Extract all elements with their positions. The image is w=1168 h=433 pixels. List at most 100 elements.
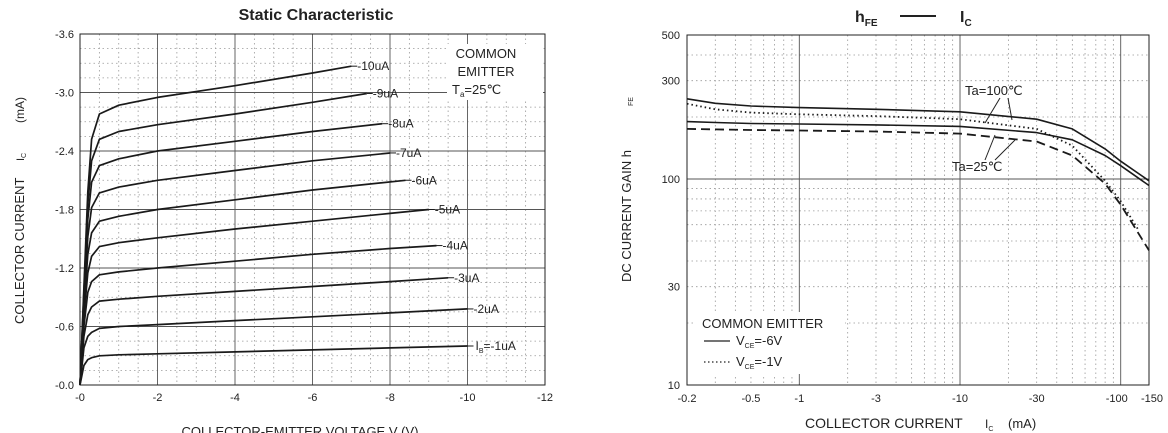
left-y-tick-label: -1.2 [55,263,74,275]
right-x-axis-unit: (mA) [1008,416,1036,431]
left-series-labels: IB=-1uA -2uA -3uA -4uA -5uA -6uA -7uA -8uA -9uA -… [351,59,516,355]
annotation-ta25: Ta=25℃ [952,159,1002,174]
left-y-tick-label: -3.0 [55,88,74,100]
left-x-tick-label: -6 [308,392,318,404]
left-y-tick-label: -0.0 [55,380,74,392]
right-y-tick-label: 30 [668,282,680,294]
left-y-axis-unit: (mA) [13,97,27,123]
left-y-tick-label: -3.6 [55,29,74,41]
series-label-1ua: IB=-1uA [476,339,516,355]
left-x-tick-label: -8 [385,392,395,404]
annotation-temp-suffix: =25℃ [464,82,501,97]
legend-vce6-suffix: =-6V [754,333,782,348]
right-tick-labels: -0.2 -0.5 -1 -3 -10 -30 -100 -150 10 30 100 300 500 [662,30,1163,405]
series-label-2ua: -2uA [474,302,499,316]
right-x-axis-label: COLLECTOR CURRENT [805,415,963,431]
ib-curve-2ua [79,308,468,386]
series-label-10ua: -10uA [357,59,389,73]
series-label-8ua: -8uA [388,117,413,131]
left-y-tick-label: -1.8 [55,205,74,217]
annotation-emitter: EMITTER [457,64,514,79]
right-grid [687,35,1149,385]
right-y-axis-label-group: DC CURRENT GAIN h FE [619,97,635,282]
hfe-curve-1 [686,98,1150,182]
left-grid [80,34,545,385]
annotation-temp-prefix: T [452,82,460,97]
left-x-axis-label: COLLECTOR-EMITTER VOLTAGE V (V) [182,424,419,433]
left-tick-labels: -0 -2 -4 -6 -8 -10 -12 -0.0 -0.6 -1.2 -1.8 -2.4 -3.0… [55,29,553,404]
series-label-3ua: -3uA [454,271,479,285]
right-x-tick-label: -30 [1029,393,1045,405]
right-x-tick-label: -1 [794,393,804,405]
annotation-temp-sub: a [460,90,465,99]
legend-item-vce1: VCE=-1V [736,354,783,371]
left-y-symbol: I [15,158,27,161]
left-x-tick-label: -4 [230,392,240,404]
static-characteristic-chart: -0 -2 -4 -6 -8 -10 -12 -0.0 -0.6 -1.2 -1.8 -2.4 -3.0… [12,7,553,433]
left-x-tick-label: -2 [153,392,163,404]
right-x-axis-symbol: IC [985,417,993,433]
legend-vce1-prefix: V [736,354,745,369]
hfe-curve-3 [686,120,1150,187]
left-x-tick-label: -0 [75,392,85,404]
legend-vce6-prefix: V [736,333,745,348]
annotation-temperature: Ta=25℃ [452,82,501,99]
ib-curve-8ua [79,122,383,386]
left-x-tick-label: -12 [537,392,553,404]
series-label-6ua: -6uA [412,173,437,187]
series-label-4ua: -4uA [443,239,468,253]
right-x-tick-label: -150 [1141,393,1163,405]
ib-curve-1ua [79,345,468,386]
hfe-curve-4 [686,128,1150,251]
right-y-tick-label: 500 [662,30,680,42]
title-i: I [960,9,964,26]
left-y-axis-label-group: COLLECTOR CURRENT IC (mA) [12,97,28,324]
left-y-axis-label: COLLECTOR CURRENT [12,178,27,324]
ta100-arrow-b [1007,97,1013,121]
ib-curve-10ua [79,65,352,386]
right-x-tick-label: -0.5 [741,393,760,405]
right-x-tick-label: -3 [871,393,881,405]
left-y-symbol-sub: C [21,153,28,158]
legend-vce6-sub: CE [745,343,755,350]
left-y-axis-symbol: IC [15,153,28,161]
legend-vce1-sub: CE [745,364,755,371]
right-y-axis-label: DC CURRENT GAIN h [619,150,634,282]
right-chart-title-ic: IC [960,9,972,29]
right-series [686,98,1150,251]
right-plot-frame [686,34,1150,386]
ta25-arrow-b [994,139,1016,161]
right-x-tick-label: -10 [952,393,968,405]
left-y-tick-label: -0.6 [55,322,74,334]
annotation-ta100: Ta=100℃ [965,83,1023,98]
right-x-symbol: I [985,417,988,431]
title-i-sub: C [964,18,971,29]
title-h-sub: FE [865,18,878,29]
ib-curve-3ua [79,276,449,386]
ib-curve-5ua [79,208,429,386]
ib-curve-4ua [79,244,437,386]
series-label-9ua: -9uA [373,86,398,100]
ta25-arrow-a [984,134,996,161]
left-y-tick-label: -2.4 [55,146,74,158]
ta100-arrow-a [984,97,1001,124]
annotation-common: COMMON [456,46,517,61]
right-y-tick-label: 10 [668,380,680,392]
legend-item-vce6: VCE=-6V [736,333,783,350]
right-y-tick-label: 300 [662,76,680,88]
right-y-axis-sub: FE [628,97,635,106]
legend-vce1-suffix: =-1V [754,354,782,369]
series-label-7ua: -7uA [396,146,421,160]
right-x-tick-label: -0.2 [678,393,697,405]
right-x-symbol-sub: C [988,426,993,433]
left-chart-title: Static Characteristic [239,7,394,24]
left-x-tick-label: -10 [460,392,476,404]
legend-title: COMMON EMITTER [702,316,823,331]
series-label-5ua: -5uA [435,203,460,217]
hfe-ic-chart: -0.2 -0.5 -1 -3 -10 -30 -100 -1501030100300500 … [619,9,1163,433]
right-chart-title-hfe: hFE [855,9,878,29]
left-plot-frame [79,33,546,386]
left-annotation-box [447,44,543,100]
